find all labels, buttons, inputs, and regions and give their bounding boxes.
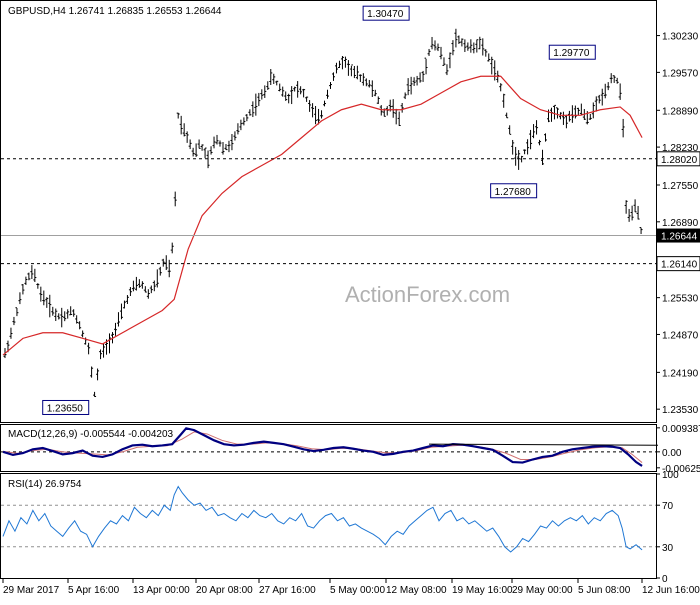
price-y-tick-label: 1.24870: [662, 330, 699, 341]
annotation-box: [490, 183, 538, 199]
x-tick-label: 5 Apr 16:00: [68, 585, 120, 596]
price-y-tick-label: 1.29570: [662, 68, 699, 79]
moving-average-line: [2, 75, 643, 356]
annotation-box: [362, 5, 410, 21]
level-label: 1.26140: [661, 260, 698, 271]
rsi-y-tick-label: 70: [662, 501, 674, 512]
macd-panel: 0.009387 0.00 -0.006255: [1, 424, 700, 475]
rsi-line: [2, 485, 643, 553]
x-tick-label: 27 Apr 16:00: [259, 585, 316, 596]
annotation-label: 1.23650: [47, 403, 84, 414]
rsi-y-tick-label: 100: [662, 470, 679, 481]
macd-trendline: [429, 443, 658, 446]
price-panel-frame: [0, 0, 657, 423]
x-tick-label: 20 Apr 08:00: [196, 585, 253, 596]
price-y-tick-label: 1.25530: [662, 294, 699, 305]
x-tick-label: 5 May 00:00: [330, 585, 385, 596]
price-panel: 1.30230 1.29570 1.28890 1.28230 1.27550 1.268…: [1, 5, 700, 416]
level-label-box: [656, 256, 700, 272]
annotation-box: [42, 399, 90, 415]
annotation-label: 1.29770: [553, 48, 590, 59]
rsi-panel-frame: [0, 473, 657, 579]
rsi-title: RSI(14) 26.9754: [8, 479, 82, 490]
macd-y-tick-label: -0.006255: [662, 464, 700, 475]
macd-line: [2, 427, 643, 467]
x-tick-label: 13 Apr 00:00: [133, 585, 190, 596]
annotation-box: [548, 44, 596, 60]
price-y-tick-label: 1.28230: [662, 143, 699, 154]
price-y-tick-label: 1.28890: [662, 106, 699, 117]
annotation-label: 1.27680: [495, 187, 532, 198]
x-tick-label: 19 May 16:00: [452, 585, 513, 596]
price-y-tick-label: 1.30230: [662, 32, 699, 43]
x-axis: 29 Mar 2017 5 Apr 16:00 13 Apr 00:00 20 Apr…: [2, 578, 700, 596]
annotation-label: 1.30470: [367, 9, 404, 20]
rsi-panel: 100 70 30 0: [1, 470, 679, 585]
price-title: GBPUSD,H4 1.26741 1.26835 1.26553 1.2664…: [8, 6, 222, 17]
x-tick-label: 12 May 08:00: [386, 585, 447, 596]
level-label-box: [656, 151, 700, 167]
current-price-box: [657, 228, 700, 243]
macd-y-tick-label: 0.009387: [662, 424, 700, 435]
macd-y-tick-label: 0.00: [662, 448, 682, 459]
rsi-y-tick-label: 30: [662, 543, 674, 554]
price-y-tick-label: 1.24190: [662, 368, 699, 379]
macd-panel-frame: [0, 424, 657, 472]
price-y-tick-label: 1.26890: [662, 218, 699, 229]
x-tick-label: 29 May 00:00: [512, 585, 573, 596]
macd-title: MACD(12,26,9) -0.005544 -0.004203: [8, 429, 174, 440]
x-tick-label: 29 Mar 2017: [3, 585, 60, 596]
x-tick-label: 12 Jun 16:00: [642, 585, 700, 596]
watermark: ActionForex.com: [345, 282, 510, 307]
level-label: 1.26644: [661, 232, 698, 243]
x-tick-label: 5 Jun 08:00: [578, 585, 631, 596]
price-y-tick-label: 1.27550: [662, 181, 699, 192]
price-y-tick-label: 1.23530: [662, 405, 699, 416]
level-label: 1.28020: [661, 155, 698, 166]
rsi-y-tick-label: 0: [662, 574, 668, 585]
